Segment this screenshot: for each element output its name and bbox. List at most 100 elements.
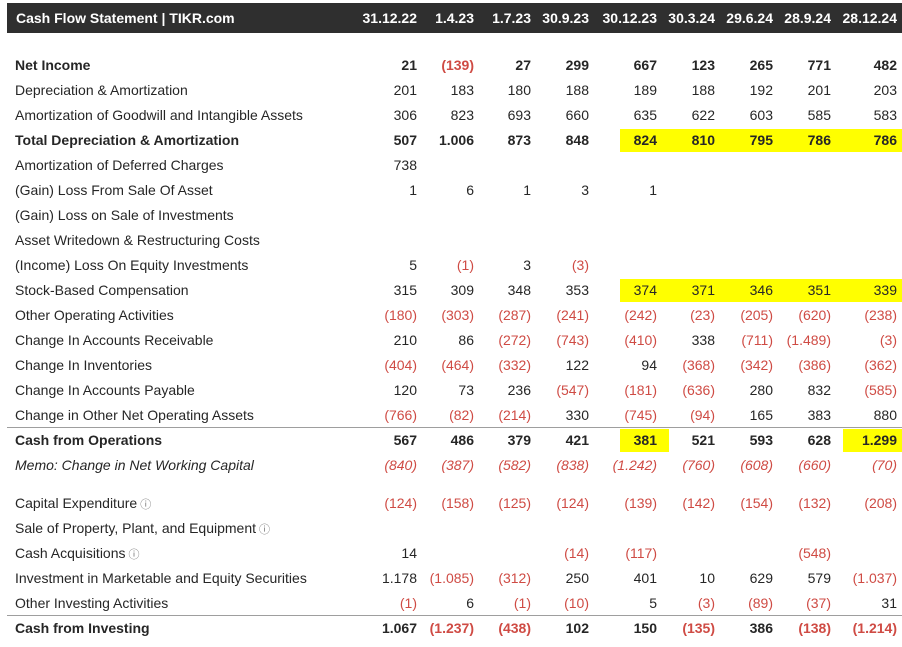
value-cell: 824 (633, 132, 657, 148)
row-label[interactable]: Cash from Investing (15, 616, 150, 641)
value-cell: 507 (393, 132, 417, 148)
period-header[interactable]: 28.9.24 (784, 10, 831, 26)
row-label-text: Depreciation & Amortization (15, 82, 188, 98)
value-cell: 123 (691, 57, 715, 73)
value-cell: 1.299 (861, 432, 897, 448)
info-circle-icon[interactable]: ⓘ (140, 499, 152, 511)
value-cell: (548) (798, 545, 831, 561)
value-cell: (124) (556, 495, 589, 511)
table-row: Change In Inventories (404) (464) (332) 122 9… (7, 353, 902, 378)
value-cell: (1.237) (429, 620, 474, 636)
value-cell: 280 (749, 382, 773, 398)
row-label[interactable]: Capital Expenditure ⓘ (15, 491, 151, 518)
row-label[interactable]: Asset Writedown & Restructuring Costs (15, 228, 260, 253)
table-row: (Income) Loss On Equity Investments 5 (1) 3… (7, 253, 902, 278)
value-cell: (3) (879, 332, 897, 348)
row-label-text: Sale of Property, Plant, and Equipment (15, 520, 256, 536)
value-cell: (838) (556, 457, 589, 473)
row-label-text: Change in Other Net Operating Assets (15, 407, 254, 423)
row-label[interactable]: Change In Inventories (15, 353, 152, 378)
value-cell: (181) (624, 382, 657, 398)
row-label[interactable]: Sale of Property, Plant, and Equipment ⓘ (15, 516, 270, 543)
value-cell: (312) (498, 570, 531, 586)
value-cell: 738 (393, 157, 417, 173)
value-cell: (82) (449, 407, 474, 423)
table-row: Total Depreciation & Amortization 507 1.00… (7, 128, 902, 153)
value-cell: 786 (807, 132, 831, 148)
table-row: Change In Accounts Receivable 210 86 (272) (… (7, 328, 902, 353)
value-cell: 693 (507, 107, 531, 123)
row-label[interactable]: (Gain) Loss From Sale Of Asset (15, 178, 213, 203)
info-circle-icon[interactable]: ⓘ (259, 524, 270, 536)
row-label[interactable]: Other Investing Activities (15, 591, 168, 616)
value-cell: (1.242) (612, 457, 657, 473)
value-cell: 236 (507, 382, 531, 398)
row-label[interactable]: Change in Other Net Operating Assets (15, 403, 254, 428)
value-cell: (620) (798, 307, 831, 323)
row-label[interactable]: Stock-Based Compensation (15, 278, 189, 303)
value-cell: (70) (872, 457, 897, 473)
row-label[interactable]: Amortization of Goodwill and Intangible … (15, 103, 303, 128)
row-label[interactable]: Amortization of Deferred Charges (15, 153, 224, 178)
value-cell: 73 (458, 382, 474, 398)
highlight-marker (620, 129, 669, 152)
value-cell: 660 (565, 107, 589, 123)
highlight-marker (785, 279, 843, 302)
value-cell: 579 (807, 570, 831, 586)
value-cell: (138) (798, 620, 831, 636)
value-cell: 383 (807, 407, 831, 423)
value-cell: 180 (507, 82, 531, 98)
value-cell: 482 (873, 57, 897, 73)
row-label[interactable]: Depreciation & Amortization (15, 78, 188, 103)
row-label[interactable]: Change In Accounts Receivable (15, 328, 213, 353)
value-cell: (3) (697, 595, 715, 611)
value-cell: 201 (393, 82, 417, 98)
period-header[interactable]: 1.4.23 (435, 10, 474, 26)
value-cell: (1.037) (852, 570, 897, 586)
row-label[interactable]: Investment in Marketable and Equity Secu… (15, 566, 307, 591)
period-header[interactable]: 29.6.24 (726, 10, 773, 26)
value-cell: (547) (556, 382, 589, 398)
value-cell: (132) (798, 495, 831, 511)
value-cell: 583 (873, 107, 897, 123)
value-cell: (14) (564, 545, 589, 561)
value-cell: 635 (633, 107, 657, 123)
row-label[interactable]: Total Depreciation & Amortization (15, 128, 239, 153)
row-label-text: Asset Writedown & Restructuring Costs (15, 232, 260, 248)
value-cell: 188 (691, 82, 715, 98)
period-header[interactable]: 30.3.24 (668, 10, 715, 26)
value-cell: 381 (633, 432, 657, 448)
value-cell: 27 (515, 57, 531, 73)
period-header[interactable]: 1.7.23 (492, 10, 531, 26)
row-label-text: Total Depreciation & Amortization (15, 132, 240, 148)
row-label[interactable]: Other Operating Activities (15, 303, 174, 328)
value-cell: 667 (633, 57, 657, 73)
row-label[interactable]: Cash Acquisitions ⓘ (15, 541, 140, 568)
value-cell: (585) (864, 382, 897, 398)
info-circle-icon[interactable]: ⓘ (128, 549, 140, 561)
value-cell: (745) (624, 407, 657, 423)
row-label[interactable]: (Gain) Loss on Sale of Investments (15, 203, 234, 228)
table-row: Memo: Change in Net Working Capital (840)… (7, 453, 902, 478)
period-header[interactable]: 30.9.23 (542, 10, 589, 26)
value-cell: 371 (691, 282, 715, 298)
value-cell: 567 (393, 432, 417, 448)
table-row: Capital Expenditure ⓘ (124) (158) (125) (124)… (7, 491, 902, 516)
row-label[interactable]: Change In Accounts Payable (15, 378, 195, 403)
value-cell: 353 (565, 282, 589, 298)
value-cell: (582) (498, 457, 531, 473)
row-label[interactable]: (Income) Loss On Equity Investments (15, 253, 248, 278)
period-header[interactable]: 31.12.22 (362, 10, 418, 26)
value-cell: 832 (807, 382, 831, 398)
period-header[interactable]: 28.12.24 (842, 10, 898, 26)
value-cell: (10) (564, 595, 589, 611)
value-cell: 94 (641, 357, 657, 373)
row-label-text: Investment in Marketable and Equity Secu… (15, 570, 307, 586)
row-label[interactable]: Memo: Change in Net Working Capital (15, 453, 254, 478)
table-row: Stock-Based Compensation 315 309 348 353 374 3… (7, 278, 902, 303)
row-label-text: Cash Acquisitions (15, 545, 126, 561)
value-cell: (303) (441, 307, 474, 323)
row-label[interactable]: Cash from Operations (15, 428, 162, 453)
period-header[interactable]: 30.12.23 (602, 10, 658, 26)
row-label[interactable]: Net Income (15, 53, 90, 78)
